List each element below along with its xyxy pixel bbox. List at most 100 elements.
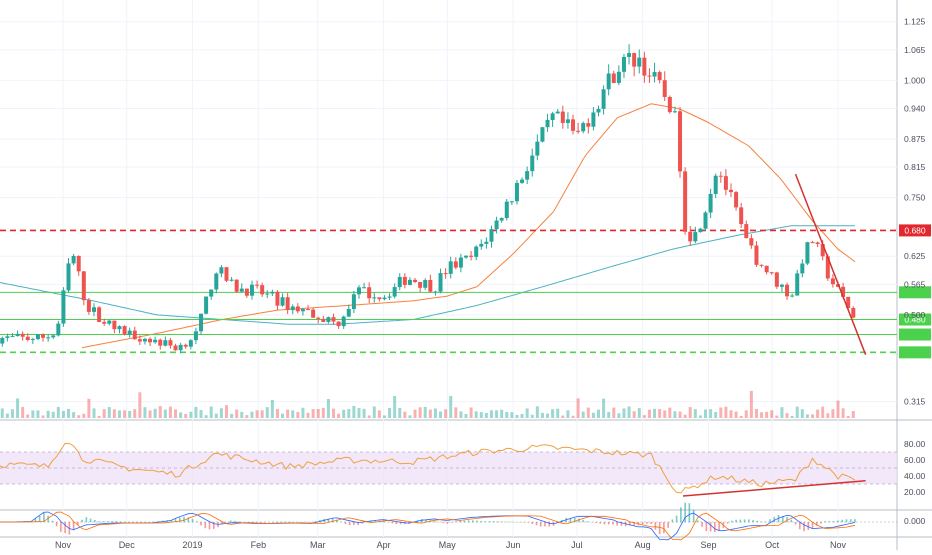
candle-body xyxy=(398,277,402,287)
candle-body xyxy=(505,202,509,218)
candle-body xyxy=(128,331,132,335)
candle-body xyxy=(831,278,835,284)
macd-histogram-bar xyxy=(489,521,491,522)
x-tick-label: Dec xyxy=(119,540,136,550)
macd-histogram-bar xyxy=(616,522,618,526)
volume-bar xyxy=(821,407,824,418)
candle-body xyxy=(551,113,555,120)
macd-histogram-bar xyxy=(740,520,742,523)
macd-tick-label: 0.000 xyxy=(904,516,926,526)
macd-histogram-bar xyxy=(472,520,474,522)
macd-histogram-bar xyxy=(455,521,457,522)
macd-histogram-bar xyxy=(434,521,436,523)
candle-body xyxy=(525,171,529,179)
x-tick-label: Feb xyxy=(251,540,267,550)
x-tick-label: Aug xyxy=(635,540,651,550)
volume-bar xyxy=(93,408,96,418)
candle-body xyxy=(230,280,234,281)
macd-histogram-bar xyxy=(438,522,440,523)
macd-histogram-bar xyxy=(680,507,682,522)
macd-histogram-bar xyxy=(311,522,313,523)
candle-body xyxy=(591,112,595,126)
macd-histogram-bar xyxy=(706,522,708,531)
candle-body xyxy=(805,242,809,263)
candle-body xyxy=(729,190,733,192)
volume-bar xyxy=(388,408,391,418)
volume-bar xyxy=(194,407,197,418)
candle-body xyxy=(795,273,799,295)
candle-body xyxy=(168,340,172,345)
volume-bar xyxy=(536,406,539,418)
candle-body xyxy=(489,229,493,242)
volume-bar xyxy=(607,412,610,418)
rsi-band xyxy=(0,452,897,484)
macd-histogram-bar xyxy=(587,521,589,522)
candle-body xyxy=(77,256,81,271)
volume-bar xyxy=(470,407,473,418)
candle-body xyxy=(780,285,784,287)
volume-bar xyxy=(113,409,116,418)
candle-body xyxy=(418,282,422,288)
volume-bar xyxy=(169,407,172,418)
macd-histogram-bar xyxy=(689,503,691,522)
macd-histogram-bar xyxy=(502,522,504,523)
macd-histogram-bar xyxy=(655,522,657,530)
macd-histogram-bar xyxy=(451,522,453,523)
volume-bar xyxy=(317,409,320,418)
macd-histogram-bar xyxy=(238,521,240,522)
macd-histogram-bar xyxy=(540,522,542,527)
volume-bar xyxy=(225,405,228,418)
macd-histogram-bar xyxy=(701,522,703,527)
macd-histogram-bar xyxy=(396,522,398,524)
macd-histogram-bar xyxy=(111,521,113,522)
macd-histogram-bar xyxy=(676,516,678,523)
volume-bar xyxy=(521,414,524,418)
macd-histogram-bar xyxy=(179,518,181,523)
candle-body xyxy=(688,232,692,242)
macd-histogram-bar xyxy=(710,522,712,531)
volume-bar xyxy=(673,411,676,418)
macd-histogram-bar xyxy=(761,522,763,523)
x-tick-label: Mar xyxy=(310,540,326,550)
candle-body xyxy=(87,300,91,312)
volume-bar xyxy=(36,410,39,418)
volume-bar xyxy=(342,410,345,418)
volume-bar xyxy=(337,414,340,418)
macd-histogram-bar xyxy=(493,521,495,522)
volume-bar xyxy=(770,410,773,418)
volume-bar xyxy=(439,411,442,418)
macd-histogram-bar xyxy=(506,522,508,523)
volume-bar xyxy=(230,414,233,418)
candle-body xyxy=(607,74,611,90)
volume-bar xyxy=(347,409,350,418)
macd-histogram-bar xyxy=(464,520,466,522)
volume-bar xyxy=(572,416,575,418)
volume-bar xyxy=(296,412,299,418)
volume-bar xyxy=(322,408,325,418)
volume-bar xyxy=(587,408,590,418)
candle-body xyxy=(286,297,290,310)
candle-body xyxy=(179,345,183,350)
x-tick-label: Jun xyxy=(506,540,521,550)
macd-histogram-bar xyxy=(234,521,236,522)
candle-body xyxy=(224,267,228,281)
macd-histogram-bar xyxy=(306,522,308,523)
volume-bar xyxy=(271,400,274,418)
macd-histogram-bar xyxy=(820,522,822,524)
macd-histogram-bar xyxy=(752,520,754,522)
candle-body xyxy=(760,265,764,266)
x-tick-label: Apr xyxy=(377,540,391,550)
volume-bar xyxy=(118,410,121,418)
candle-body xyxy=(734,192,738,207)
volume-bar xyxy=(444,409,447,418)
candle-body xyxy=(423,280,427,288)
candle-body xyxy=(296,306,300,311)
macd-histogram-bar xyxy=(714,522,716,532)
candle-body xyxy=(342,317,346,326)
price-tick-label: 0.565 xyxy=(904,279,926,289)
volume-bar xyxy=(312,409,315,418)
candle-body xyxy=(444,273,448,274)
candle-body xyxy=(546,120,550,127)
volume-bar xyxy=(663,410,666,418)
